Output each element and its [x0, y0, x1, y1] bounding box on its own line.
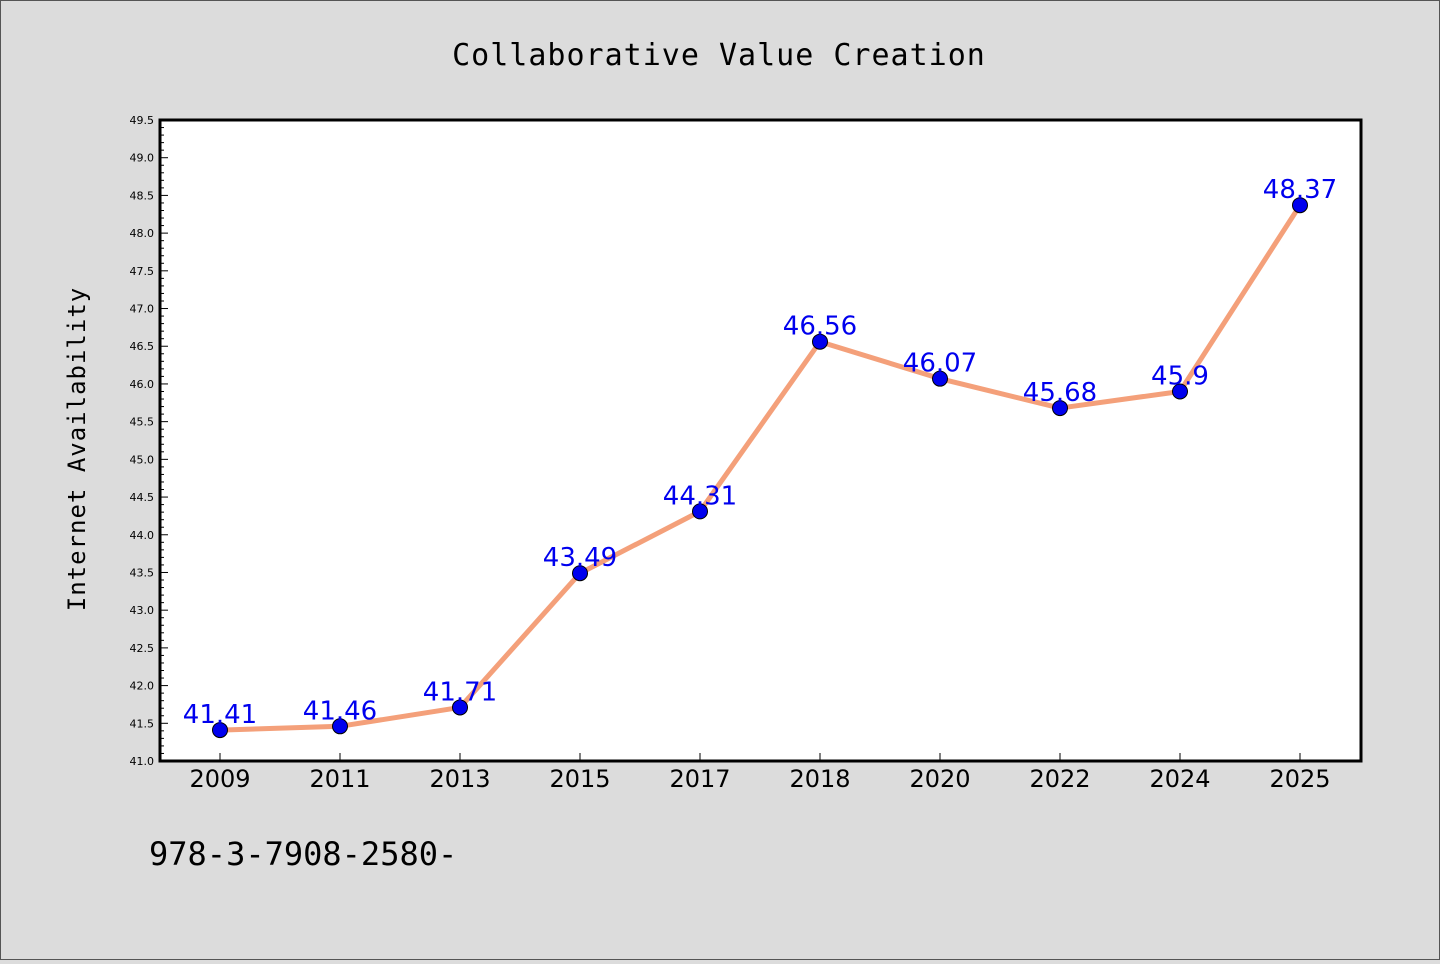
data-point — [692, 503, 708, 520]
data-point — [1292, 197, 1308, 214]
data-point — [332, 718, 348, 735]
data-label: 48.37 — [1263, 175, 1337, 205]
data-label: 45.9 — [1151, 361, 1209, 391]
y-axis-ticks: 41.0 41.5 42.0 42.5 43.0 43.5 44.0 44.5 45.0 45.5… — [130, 114, 168, 768]
x-axis-ticks: 2009 2011 2013 2015 2017 2018 2020 2022 2024 2025 — [189, 753, 1331, 793]
series-points-group — [212, 197, 1308, 739]
y-tick-label: 48.5 — [130, 189, 155, 202]
data-point — [1172, 383, 1188, 400]
y-tick-label: 46.0 — [130, 378, 155, 391]
series-line — [217, 202, 1303, 733]
y-tick-label: 41.0 — [130, 755, 155, 768]
y-tick-label: 44.0 — [130, 529, 155, 542]
x-tick-label: 2020 — [909, 765, 970, 793]
y-tick-label: 45.0 — [130, 453, 155, 466]
x-tick-label: 2022 — [1029, 765, 1090, 793]
data-label: 46.56 — [783, 312, 857, 342]
plot-area — [158, 118, 1363, 763]
data-point — [1052, 400, 1068, 417]
x-tick-label: 2011 — [309, 765, 370, 793]
chart-title: Collaborative Value Creation — [452, 38, 986, 73]
y-tick-label: 47.5 — [130, 265, 155, 278]
x-tick-label: 2018 — [789, 765, 850, 793]
y-tick-label: 41.5 — [130, 717, 155, 730]
y-tick-label: 43.5 — [130, 566, 155, 579]
footer-isbn-text: 978-3-7908-2580- — [149, 835, 457, 873]
data-point — [932, 370, 948, 387]
data-label: 41.41 — [183, 700, 257, 730]
series-labels-group: 41.41 41.46 41.71 43.49 44.31 46.56 46.07 45.68… — [183, 175, 1337, 730]
y-axis-label: Internet Availability — [63, 287, 91, 611]
x-tick-label: 2024 — [1149, 765, 1210, 793]
y-tick-label: 49.0 — [130, 152, 155, 165]
x-tick-label: 2009 — [189, 765, 250, 793]
data-label: 41.71 — [423, 677, 497, 707]
series-line-group — [217, 202, 1303, 733]
data-label: 45.68 — [1023, 378, 1097, 408]
y-tick-label: 47.0 — [130, 303, 155, 316]
y-tick-label: 49.5 — [130, 114, 155, 127]
data-point — [212, 722, 228, 739]
data-point — [452, 699, 468, 716]
y-tick-label: 48.0 — [130, 227, 155, 240]
x-tick-label: 2015 — [549, 765, 610, 793]
y-tick-label: 45.5 — [130, 416, 155, 429]
y-tick-label: 44.5 — [130, 491, 155, 504]
data-point — [572, 565, 588, 582]
y-tick-label: 43.0 — [130, 604, 155, 617]
x-tick-label: 2017 — [669, 765, 730, 793]
y-tick-label: 42.5 — [130, 642, 155, 655]
y-tick-label: 42.0 — [130, 680, 155, 693]
x-tick-label: 2025 — [1269, 765, 1330, 793]
data-label: 46.07 — [903, 349, 977, 379]
data-label: 44.31 — [663, 481, 737, 511]
y-tick-label: 46.5 — [130, 340, 155, 353]
data-label: 41.46 — [303, 696, 377, 726]
data-label: 43.49 — [543, 543, 617, 573]
x-tick-label: 2013 — [429, 765, 490, 793]
data-point — [812, 333, 828, 350]
